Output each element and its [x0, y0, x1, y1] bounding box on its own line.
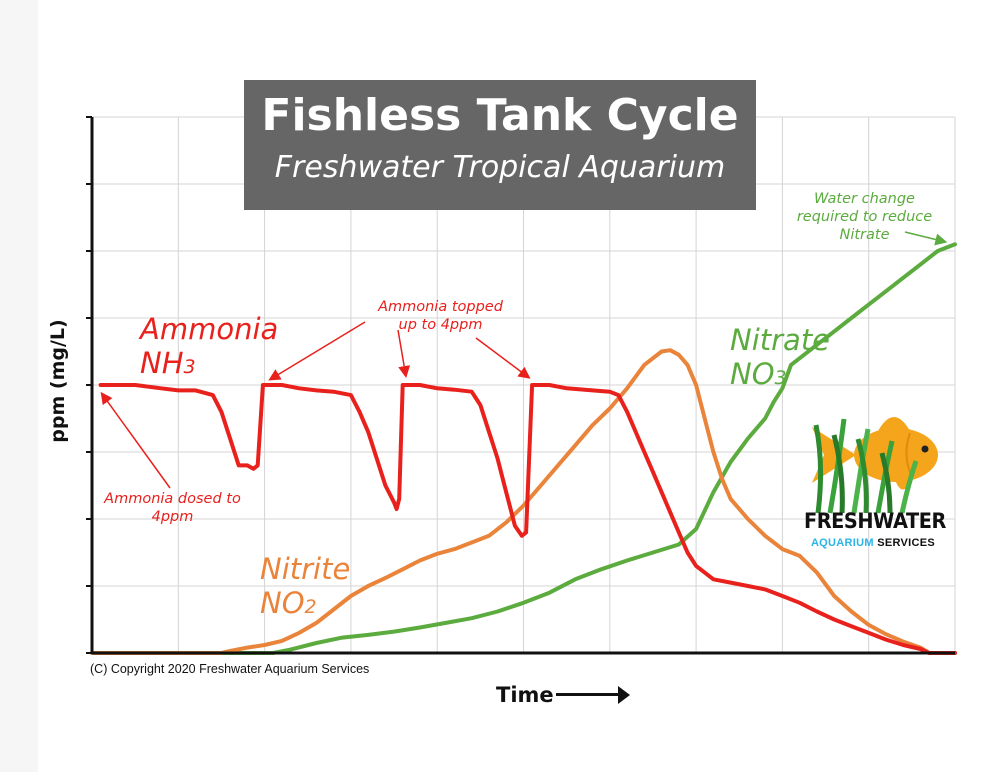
chart-subtitle: Freshwater Tropical Aquarium: [274, 150, 726, 185]
nitrite-formula: NO2: [260, 586, 317, 620]
ammonia-formula: NH3: [140, 346, 196, 380]
time-arrow-head-icon: [618, 686, 630, 704]
nitrite-label: Nitrite NO2: [260, 552, 350, 624]
annotation-water-change: Water change required to reduce Nitrate: [796, 191, 933, 243]
annotation-arrow: [904, 231, 948, 246]
logo-subtitle: AQUARIUM SERVICES: [810, 537, 936, 549]
ammonia-label: Ammonia NH3: [140, 312, 278, 384]
goldfish-in-grass-icon: [812, 417, 938, 514]
logo-wordmark: FRESHWATER: [804, 509, 946, 533]
chart-series: [90, 242, 957, 655]
series-line-nitrite: [90, 348, 957, 655]
nitrite-name: Nitrite: [260, 552, 351, 586]
freshwater-logo: FRESHWATER AQUARIUM SERVICES: [798, 405, 948, 555]
annotation-topped: Ammonia topped up to 4ppm: [378, 299, 503, 333]
left-margin-strip: [0, 0, 38, 772]
title-box: Fishless Tank Cycle Freshwater Tropical …: [244, 80, 756, 210]
nitrate-formula: NO3: [730, 357, 787, 391]
series-line-nitrate: [90, 242, 957, 655]
x-axis-label: Time: [496, 683, 554, 707]
chart-title: Fishless Tank Cycle: [261, 90, 739, 141]
annotation-arrow: [100, 391, 171, 489]
y-axis-label: ppm (mg/L): [47, 319, 69, 443]
time-arrow-shaft: [556, 693, 622, 696]
annotation-arrows: [100, 231, 948, 489]
annotation-arrow: [397, 329, 411, 378]
ammonia-name: Ammonia: [140, 312, 279, 346]
nitrate-label: Nitrate NO3: [730, 323, 830, 395]
copyright-text: (C) Copyright 2020 Freshwater Aquarium S…: [90, 662, 370, 676]
annotation-arrow: [475, 337, 531, 379]
chart-axes: [86, 116, 955, 655]
nitrate-name: Nitrate: [730, 323, 831, 357]
series-line-ammonia: [98, 383, 957, 655]
annotation-dosed: Ammonia dosed to 4ppm: [104, 491, 241, 525]
annotation-arrow: [268, 321, 366, 381]
